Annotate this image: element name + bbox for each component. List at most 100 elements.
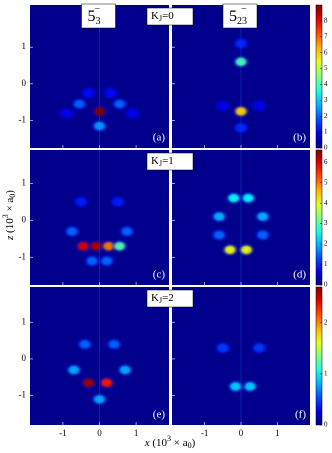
density-peak xyxy=(70,97,89,111)
y-tick-label: 1 xyxy=(22,41,27,51)
x-axis-label: x (103 × a0) xyxy=(144,434,196,450)
density-peak xyxy=(83,253,102,268)
y-tick-label: 0 xyxy=(22,78,27,88)
panel: -1 0 1 (f) xyxy=(172,287,310,438)
density xyxy=(213,5,269,148)
colorbar-tick-label: 6 xyxy=(324,48,328,56)
density-peak xyxy=(110,97,129,111)
y-tick-label: 0 xyxy=(22,214,27,224)
density-peak xyxy=(108,194,127,209)
z-axis-label: z (103 × a0) xyxy=(1,190,17,241)
colorbar-tick-label: 6 xyxy=(324,158,328,166)
density-peak xyxy=(253,209,272,224)
row-label: KJ=0 xyxy=(151,10,174,23)
density-peak xyxy=(117,224,136,239)
density-peak xyxy=(97,253,116,268)
row-label-box xyxy=(146,152,194,171)
density-peak xyxy=(239,191,258,206)
panel-label: (a) xyxy=(153,132,166,144)
x-tick-label: 1 xyxy=(134,428,139,438)
panel-label: (f) xyxy=(295,409,306,421)
density-peak xyxy=(101,86,120,100)
panel: (d) xyxy=(172,150,310,285)
colorbar-tick-label: 3 xyxy=(324,219,328,227)
density xyxy=(64,287,135,425)
density-peak xyxy=(90,119,109,133)
x-tick-label: -1 xyxy=(201,428,209,438)
colorbar xyxy=(315,149,323,286)
colorbar-tick-label: 0 xyxy=(324,281,328,289)
panel: -1 0 1 (c) xyxy=(19,150,169,285)
colorbar-tick-label: 8 xyxy=(324,16,328,24)
x-tick-label: 1 xyxy=(275,428,280,438)
density-peak xyxy=(79,86,98,100)
column-title: 53− xyxy=(88,4,101,27)
colorbar-tick-label: 2 xyxy=(324,112,328,120)
colorbar-tick-label: 1 xyxy=(324,260,328,268)
colorbar-tick-label: 1 xyxy=(324,369,328,377)
colorbar-tick-label: 4 xyxy=(324,80,328,88)
panel: -1 0 1 (a) xyxy=(19,5,169,148)
colorbar-tick-label: 5 xyxy=(324,178,328,186)
density-peak xyxy=(90,104,109,119)
row-label: KJ=2 xyxy=(151,292,174,305)
colorbar-tick-label: 3 xyxy=(324,96,328,104)
density-peak xyxy=(213,98,232,113)
y-tick-label: 1 xyxy=(22,177,27,187)
density-peak xyxy=(232,54,250,69)
density-peak xyxy=(232,36,250,51)
panel-label: (c) xyxy=(153,269,166,281)
y-tick-label: 0 xyxy=(22,353,27,363)
density-peak xyxy=(213,340,232,355)
y-tick-label: -1 xyxy=(19,115,27,125)
density-peak xyxy=(210,228,229,243)
colorbar-tick-label: 7 xyxy=(324,32,328,40)
density-peak xyxy=(210,209,229,224)
density-peak xyxy=(221,242,240,257)
density-peak xyxy=(63,224,82,239)
title-box xyxy=(81,3,116,29)
separator xyxy=(169,5,172,425)
x-tick-label: -1 xyxy=(59,428,67,438)
row-label-box xyxy=(146,7,194,26)
density-peak xyxy=(72,194,91,209)
panel: -1 0 1 -1 0 1 (e) xyxy=(19,287,169,438)
colorbar-tick-label: 2 xyxy=(324,318,328,326)
density-peak xyxy=(237,242,256,257)
density xyxy=(213,287,269,425)
density-peak xyxy=(110,239,129,254)
density-peak xyxy=(79,375,98,390)
density-peak xyxy=(86,239,105,254)
density-peak xyxy=(64,362,83,377)
density-peak xyxy=(123,106,142,121)
x-tick-label: 0 xyxy=(97,428,102,438)
density-peak xyxy=(75,337,94,352)
colorbar-tick-label: 1 xyxy=(324,128,328,136)
density-peak xyxy=(90,392,109,407)
column-title: 523− xyxy=(229,4,247,27)
y-tick-label: 1 xyxy=(22,316,27,326)
density-peak xyxy=(97,375,116,390)
density-peak xyxy=(250,340,269,355)
density-peak xyxy=(226,379,245,394)
panel-label: (e) xyxy=(153,409,166,421)
density xyxy=(57,5,142,148)
colorbar-tick-label: 0 xyxy=(324,421,328,429)
x-tick-label: 0 xyxy=(239,428,244,438)
density-peak xyxy=(253,228,272,243)
density-peak xyxy=(116,362,135,377)
density xyxy=(63,150,136,285)
colorbar-tick-label: 5 xyxy=(324,64,328,72)
density-peak xyxy=(232,120,250,135)
panel-label: (d) xyxy=(293,269,306,281)
density-peak xyxy=(241,379,260,394)
y-tick-label: -1 xyxy=(19,251,27,261)
y-tick-label: -1 xyxy=(19,390,27,400)
colorbar-tick-label: 0 xyxy=(324,144,328,152)
density-peak xyxy=(105,337,124,352)
density-peak xyxy=(57,106,76,121)
colorbar xyxy=(315,286,323,426)
colorbar-tick-label: 2 xyxy=(324,240,328,248)
density-peak xyxy=(232,104,250,119)
